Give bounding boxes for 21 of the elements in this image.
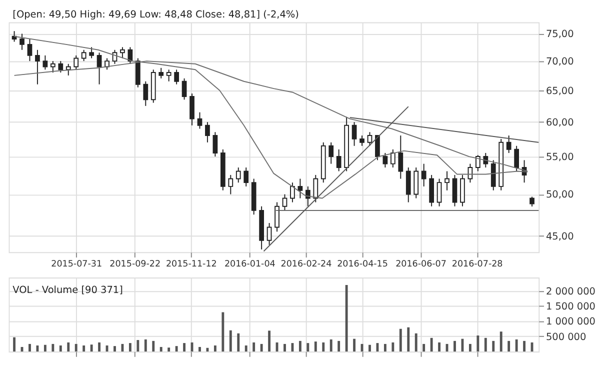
y-tick-label: 50,00: [546, 190, 574, 201]
y-tick-label: 60,00: [546, 117, 574, 128]
x-tick-label: 2015-09-22: [110, 259, 161, 270]
y-tick-label: 1 500 000: [546, 302, 596, 313]
y-tick-label: 55,00: [546, 152, 574, 163]
y-tick-label: 70,00: [546, 56, 574, 68]
x-tick-label: 2016-07-28: [452, 259, 503, 270]
y-tick-label: 45,00: [546, 231, 574, 242]
y-tick-label: 2 000 000: [546, 286, 596, 298]
x-tick-label: 2016-06-07: [396, 259, 446, 270]
x-tick-label: 2015-07-31: [51, 259, 102, 270]
x-tick-label: 2016-01-04: [224, 259, 276, 270]
y-tick-label: 65,00: [546, 86, 574, 97]
text: VOL - Volume [90 371]: [12, 285, 123, 296]
x-tick-label: 2015-11-12: [166, 259, 217, 270]
chart-title: [Open: 49,50 High: 49,69 Low: 48,48 Close: 48,81] (-2,4%): [12, 9, 299, 20]
x-tick-label: 2016-02-24: [280, 259, 332, 270]
y-tick-label: 75,00: [546, 29, 574, 40]
x-tick-label: 2016-04-15: [337, 259, 388, 270]
y-tick-label: 500 000: [546, 332, 586, 343]
y-tick-label: 1 000 000: [546, 316, 596, 328]
